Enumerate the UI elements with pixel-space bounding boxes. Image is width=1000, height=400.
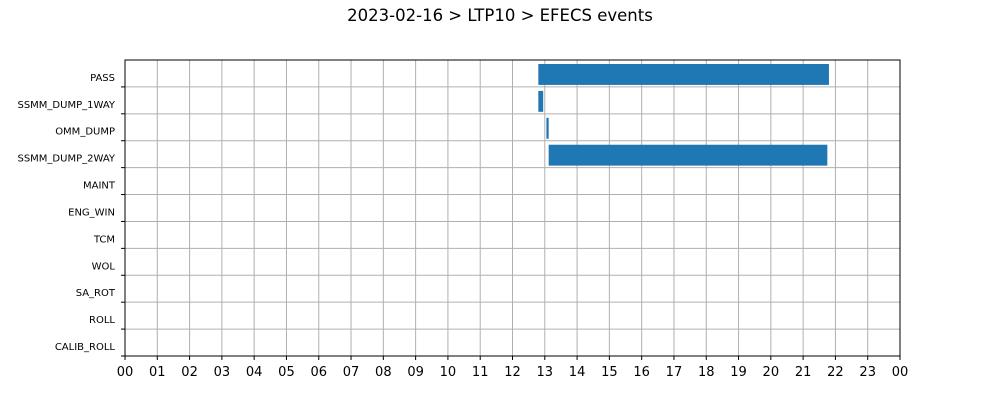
x-tick-label: 02 [181,365,198,380]
x-tick-label: 10 [440,365,457,380]
x-tick-label: 03 [214,365,231,380]
y-tick-label: ROLL [89,315,115,326]
event-bar [538,64,829,85]
x-tick-label: 08 [375,365,392,380]
x-tick-label: 20 [763,365,780,380]
y-tick-label: CALIB_ROLL [55,342,116,353]
x-tick-label: 17 [666,365,683,380]
y-tick-label: MAINT [83,181,116,192]
x-tick-label: 18 [698,365,715,380]
y-tick-label: TCM [93,234,115,245]
y-tick-label: OMM_DUMP [55,127,115,138]
event-bar [546,117,549,139]
bars-layer [538,64,829,166]
y-tick-label: SA_ROT [76,288,116,299]
x-tick-label: 05 [278,365,295,380]
y-tick-label: SSMM_DUMP_1WAY [17,100,115,111]
x-tick-label: 06 [310,365,327,380]
y-tick-label: PASS [90,73,115,84]
x-tick-label: 07 [343,365,360,380]
x-tick-label: 15 [601,365,618,380]
x-tick-label: 13 [537,365,554,380]
event-bar [538,90,544,112]
y-tick-label: SSMM_DUMP_2WAY [17,154,115,165]
y-tick-label: WOL [92,261,116,272]
chart-title: 2023-02-16 > LTP10 > EFECS events [347,6,653,25]
x-tick-label: 09 [407,365,424,380]
x-tick-label: 22 [827,365,844,380]
x-tick-label: 00 [892,365,909,380]
ticks-layer: 00 01 02 03 04 05 06 07 08 09 10 11 12 13 14 15 16 17 18 19… [17,73,908,380]
y-tick-label: ENG_WIN [68,207,115,218]
x-tick-label: 16 [633,365,650,380]
x-tick-label: 21 [795,365,812,380]
x-tick-label: 23 [859,365,876,380]
x-tick-label: 01 [149,365,166,380]
x-tick-label: 11 [472,365,489,380]
x-tick-label: 12 [504,365,521,380]
x-tick-label: 04 [246,365,263,380]
x-tick-label: 19 [730,365,747,380]
event-bar [548,144,828,166]
x-tick-label: 00 [117,365,134,380]
x-tick-label: 14 [569,365,586,380]
grid-layer [124,60,901,356]
